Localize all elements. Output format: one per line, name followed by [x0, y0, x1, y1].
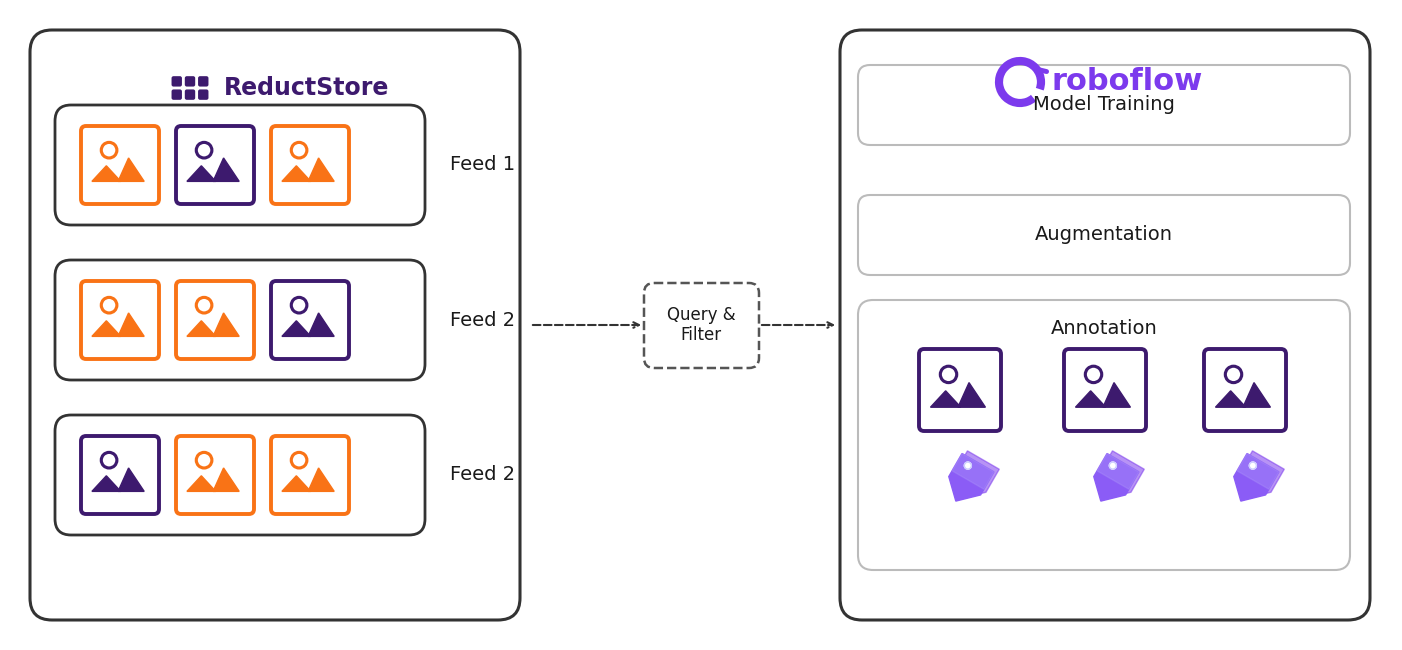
Polygon shape	[949, 454, 994, 501]
FancyBboxPatch shape	[55, 105, 425, 225]
FancyBboxPatch shape	[858, 65, 1350, 145]
FancyBboxPatch shape	[1064, 349, 1145, 431]
FancyBboxPatch shape	[185, 76, 195, 86]
Polygon shape	[1244, 383, 1270, 407]
FancyBboxPatch shape	[171, 90, 182, 100]
FancyBboxPatch shape	[185, 90, 195, 100]
FancyBboxPatch shape	[840, 30, 1370, 620]
FancyBboxPatch shape	[1204, 349, 1286, 431]
Polygon shape	[955, 451, 1000, 499]
FancyBboxPatch shape	[55, 415, 425, 535]
Circle shape	[1249, 462, 1256, 469]
Polygon shape	[1075, 391, 1106, 407]
Text: Annotation: Annotation	[1050, 318, 1158, 337]
Text: Query &
Filter: Query & Filter	[667, 306, 735, 345]
Polygon shape	[213, 468, 240, 491]
Text: roboflow: roboflow	[1052, 68, 1203, 96]
FancyBboxPatch shape	[55, 260, 425, 380]
FancyBboxPatch shape	[198, 76, 209, 86]
Polygon shape	[1103, 383, 1130, 407]
Polygon shape	[93, 321, 121, 337]
Polygon shape	[93, 166, 121, 181]
Text: Feed 2: Feed 2	[450, 465, 515, 484]
Polygon shape	[1216, 391, 1246, 407]
Polygon shape	[1237, 454, 1279, 489]
Polygon shape	[1234, 454, 1279, 501]
FancyBboxPatch shape	[271, 281, 349, 359]
FancyBboxPatch shape	[171, 76, 182, 86]
Polygon shape	[1098, 454, 1138, 489]
Polygon shape	[1099, 451, 1144, 499]
Text: Augmentation: Augmentation	[1035, 226, 1173, 244]
FancyBboxPatch shape	[918, 349, 1001, 431]
FancyBboxPatch shape	[81, 126, 158, 204]
FancyBboxPatch shape	[858, 195, 1350, 275]
FancyBboxPatch shape	[858, 300, 1350, 570]
Polygon shape	[93, 476, 121, 491]
Polygon shape	[282, 476, 311, 491]
Polygon shape	[186, 166, 216, 181]
Polygon shape	[952, 454, 994, 489]
Polygon shape	[186, 476, 216, 491]
Polygon shape	[958, 383, 986, 407]
Text: Feed 1: Feed 1	[450, 155, 515, 174]
Text: ReductStore: ReductStore	[224, 76, 390, 100]
Polygon shape	[282, 166, 311, 181]
Polygon shape	[308, 313, 334, 337]
FancyBboxPatch shape	[177, 126, 254, 204]
Polygon shape	[282, 321, 311, 337]
Polygon shape	[118, 158, 144, 181]
Polygon shape	[118, 468, 144, 491]
Circle shape	[1109, 462, 1116, 469]
Circle shape	[965, 462, 972, 469]
Polygon shape	[1239, 451, 1284, 499]
Polygon shape	[1094, 454, 1138, 501]
FancyBboxPatch shape	[271, 436, 349, 514]
Polygon shape	[186, 321, 216, 337]
FancyBboxPatch shape	[29, 30, 520, 620]
Polygon shape	[931, 391, 960, 407]
Text: Model Training: Model Training	[1033, 96, 1175, 114]
Polygon shape	[308, 158, 334, 181]
FancyBboxPatch shape	[81, 281, 158, 359]
Polygon shape	[213, 158, 240, 181]
Polygon shape	[213, 313, 240, 337]
Polygon shape	[308, 468, 334, 491]
FancyBboxPatch shape	[177, 281, 254, 359]
FancyBboxPatch shape	[198, 90, 209, 100]
FancyBboxPatch shape	[81, 436, 158, 514]
FancyBboxPatch shape	[271, 126, 349, 204]
FancyBboxPatch shape	[644, 283, 758, 368]
Text: Feed 2: Feed 2	[450, 311, 515, 330]
Polygon shape	[118, 313, 144, 337]
FancyBboxPatch shape	[177, 436, 254, 514]
